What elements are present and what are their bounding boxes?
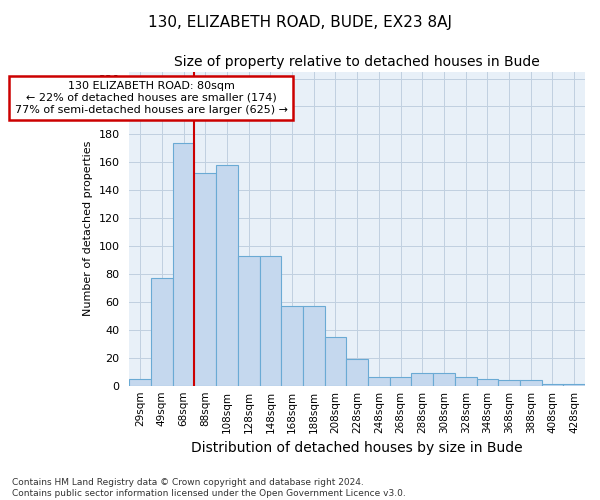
Bar [194,174,216,386]
Bar [238,256,260,386]
Bar [498,380,520,386]
Text: 130 ELIZABETH ROAD: 80sqm
← 22% of detached houses are smaller (174)
77% of semi: 130 ELIZABETH ROAD: 80sqm ← 22% of detac… [14,82,287,114]
Bar [563,384,585,386]
Bar [281,306,303,386]
Bar [433,373,455,386]
Bar [412,373,433,386]
Bar [260,256,281,386]
Bar [130,378,151,386]
Bar [303,306,325,386]
Title: Size of property relative to detached houses in Bude: Size of property relative to detached ho… [175,55,540,69]
Bar [173,143,194,386]
Y-axis label: Number of detached properties: Number of detached properties [83,141,93,316]
Text: 130, ELIZABETH ROAD, BUDE, EX23 8AJ: 130, ELIZABETH ROAD, BUDE, EX23 8AJ [148,15,452,30]
Text: Contains HM Land Registry data © Crown copyright and database right 2024.
Contai: Contains HM Land Registry data © Crown c… [12,478,406,498]
Bar [455,378,476,386]
Bar [346,359,368,386]
Bar [325,337,346,386]
Bar [216,165,238,386]
Bar [476,378,498,386]
Bar [390,378,412,386]
Bar [520,380,542,386]
X-axis label: Distribution of detached houses by size in Bude: Distribution of detached houses by size … [191,441,523,455]
Bar [542,384,563,386]
Bar [151,278,173,386]
Bar [368,378,390,386]
